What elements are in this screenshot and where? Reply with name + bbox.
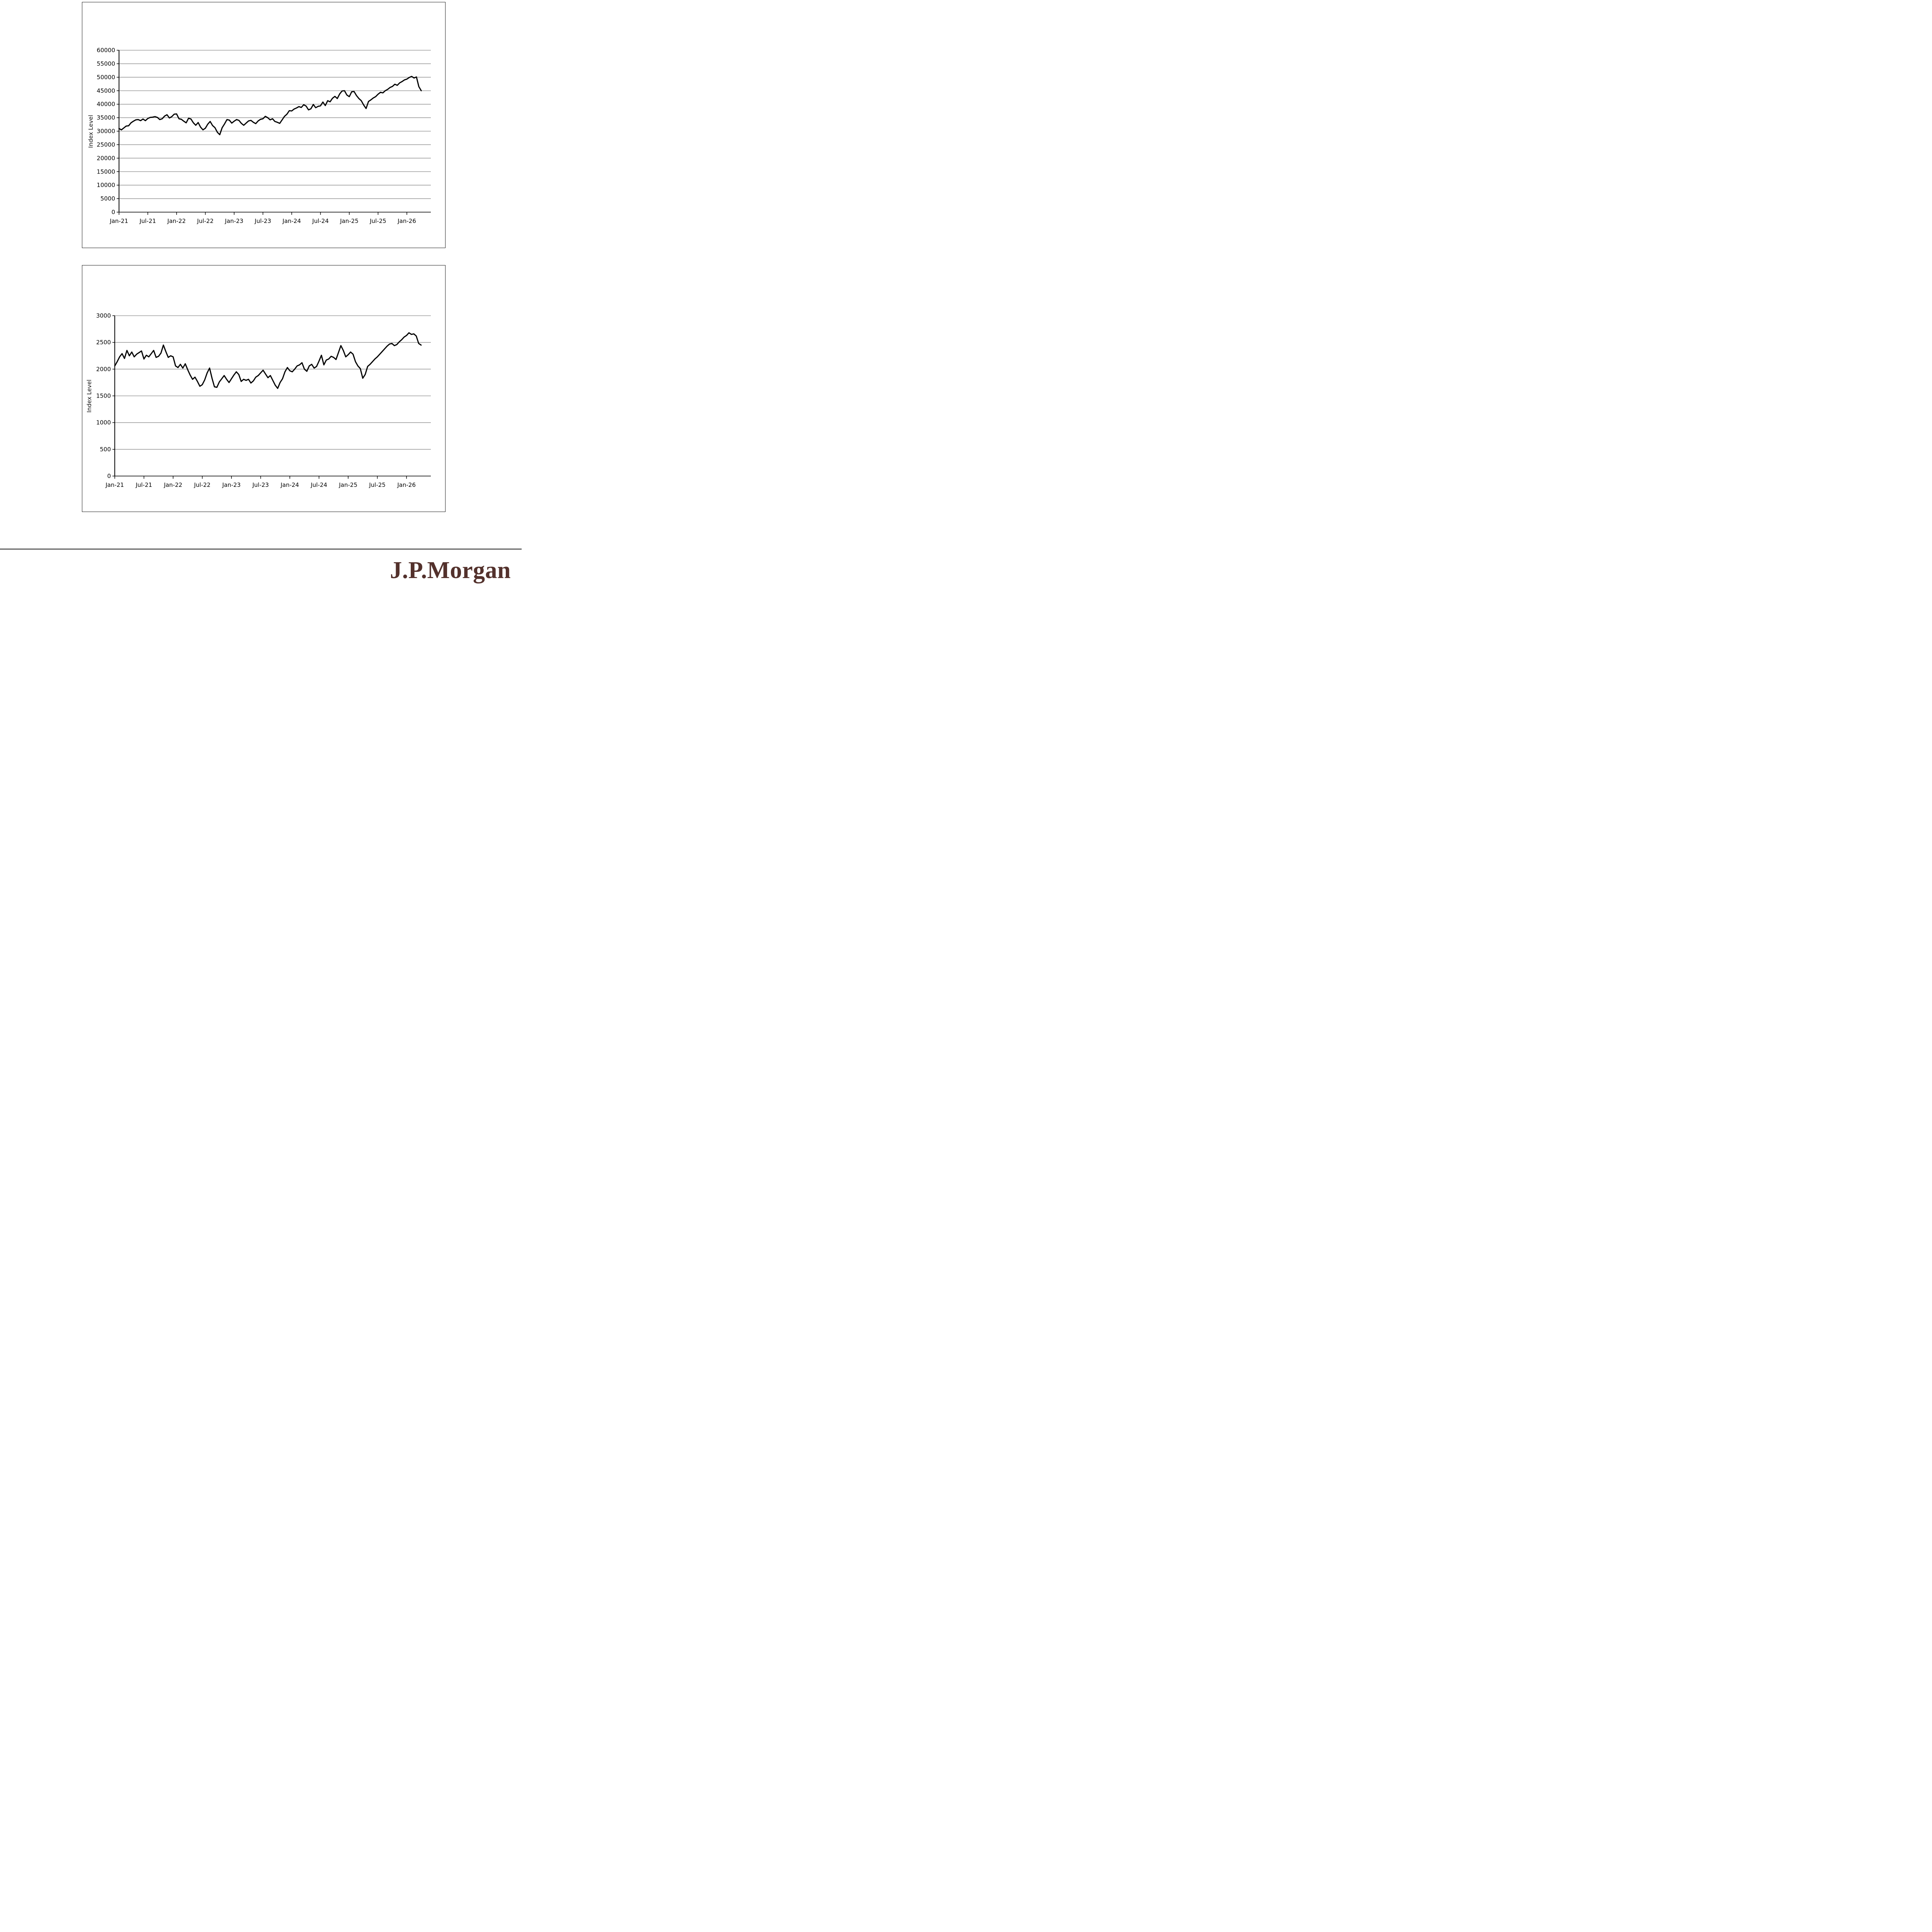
svg-text:1500: 1500 [96, 393, 111, 400]
svg-text:Jan-24: Jan-24 [282, 218, 301, 224]
svg-text:35000: 35000 [97, 114, 115, 121]
svg-text:Jan-24: Jan-24 [280, 481, 299, 488]
svg-text:Jul-25: Jul-25 [369, 481, 386, 488]
svg-text:Jul-24: Jul-24 [310, 481, 327, 488]
svg-text:Jan-23: Jan-23 [222, 481, 241, 488]
svg-text:25000: 25000 [97, 141, 115, 148]
svg-text:15000: 15000 [97, 168, 115, 175]
svg-text:Jul-25: Jul-25 [369, 218, 386, 224]
svg-text:30000: 30000 [97, 128, 115, 135]
svg-text:500: 500 [100, 446, 111, 453]
svg-text:Jul-23: Jul-23 [252, 481, 269, 488]
top-index-line-chart: 0 5000 10000 15000 20000 25000 30000 35000 40000… [97, 47, 431, 224]
svg-text:Jan-26: Jan-26 [397, 481, 416, 488]
bottom-index-line-chart: 0 500 1000 1500 2000 2500 3000 Jan-21 Jul-21 Jan-… [96, 312, 431, 488]
svg-text:55000: 55000 [97, 60, 115, 67]
svg-text:2000: 2000 [96, 366, 111, 372]
svg-text:5000: 5000 [100, 195, 115, 202]
page: 0 5000 10000 15000 20000 25000 30000 35000 40000… [0, 0, 522, 591]
svg-text:3000: 3000 [96, 312, 111, 319]
svg-text:0: 0 [107, 473, 111, 480]
svg-text:Jul-24: Jul-24 [312, 218, 329, 224]
svg-text:Jul-23: Jul-23 [254, 218, 271, 224]
svg-text:Jan-22: Jan-22 [167, 218, 186, 224]
y-axis-label-bottom: Index Level [86, 379, 93, 413]
svg-text:50000: 50000 [97, 74, 115, 81]
svg-text:2500: 2500 [96, 339, 111, 346]
svg-text:Jan-21: Jan-21 [109, 218, 128, 224]
svg-text:Jan-25: Jan-25 [338, 481, 357, 488]
svg-text:0: 0 [111, 209, 115, 216]
svg-text:Jan-22: Jan-22 [163, 481, 182, 488]
svg-text:Jan-21: Jan-21 [105, 481, 124, 488]
svg-text:45000: 45000 [97, 87, 115, 94]
svg-text:Jul-22: Jul-22 [194, 481, 211, 488]
svg-text:Jan-26: Jan-26 [397, 218, 416, 224]
svg-text:20000: 20000 [97, 155, 115, 162]
svg-text:40000: 40000 [97, 101, 115, 108]
svg-text:Jul-21: Jul-21 [135, 481, 152, 488]
chart-panel-bottom: 0 500 1000 1500 2000 2500 3000 Jan-21 Jul-21 Jan-… [82, 265, 446, 512]
jpmorgan-logo: J.P.Morgan [390, 557, 511, 583]
svg-text:Jan-23: Jan-23 [224, 218, 243, 224]
y-axis-label-top: Index Level [87, 115, 94, 148]
svg-text:Jul-21: Jul-21 [139, 218, 156, 224]
svg-text:Jul-22: Jul-22 [197, 218, 214, 224]
svg-text:Jan-25: Jan-25 [340, 218, 359, 224]
svg-text:60000: 60000 [97, 47, 115, 54]
svg-text:10000: 10000 [97, 182, 115, 189]
svg-text:1000: 1000 [96, 419, 111, 426]
chart-panel-top: 0 5000 10000 15000 20000 25000 30000 35000 40000… [82, 2, 446, 248]
